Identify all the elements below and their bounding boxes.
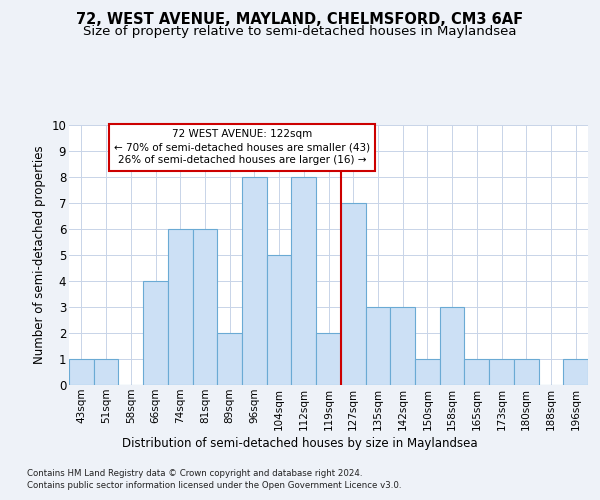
Text: Size of property relative to semi-detached houses in Maylandsea: Size of property relative to semi-detach…	[83, 25, 517, 38]
Bar	[94, 359, 118, 385]
Text: 72, WEST AVENUE, MAYLAND, CHELMSFORD, CM3 6AF: 72, WEST AVENUE, MAYLAND, CHELMSFORD, CM…	[76, 12, 524, 28]
Text: Distribution of semi-detached houses by size in Maylandsea: Distribution of semi-detached houses by …	[122, 438, 478, 450]
Bar	[390, 307, 415, 385]
Bar	[365, 307, 390, 385]
Bar	[489, 359, 514, 385]
Bar	[563, 359, 588, 385]
Bar	[217, 333, 242, 385]
Y-axis label: Number of semi-detached properties: Number of semi-detached properties	[33, 146, 46, 364]
Bar	[514, 359, 539, 385]
Bar	[341, 203, 365, 385]
Text: 72 WEST AVENUE: 122sqm
← 70% of semi-detached houses are smaller (43)
26% of sem: 72 WEST AVENUE: 122sqm ← 70% of semi-det…	[114, 129, 370, 166]
Bar	[193, 229, 217, 385]
Bar	[464, 359, 489, 385]
Bar	[143, 281, 168, 385]
Bar	[168, 229, 193, 385]
Text: Contains HM Land Registry data © Crown copyright and database right 2024.: Contains HM Land Registry data © Crown c…	[27, 469, 362, 478]
Bar	[415, 359, 440, 385]
Bar	[316, 333, 341, 385]
Bar	[267, 255, 292, 385]
Bar	[242, 177, 267, 385]
Text: Contains public sector information licensed under the Open Government Licence v3: Contains public sector information licen…	[27, 481, 401, 490]
Bar	[440, 307, 464, 385]
Bar	[69, 359, 94, 385]
Bar	[292, 177, 316, 385]
